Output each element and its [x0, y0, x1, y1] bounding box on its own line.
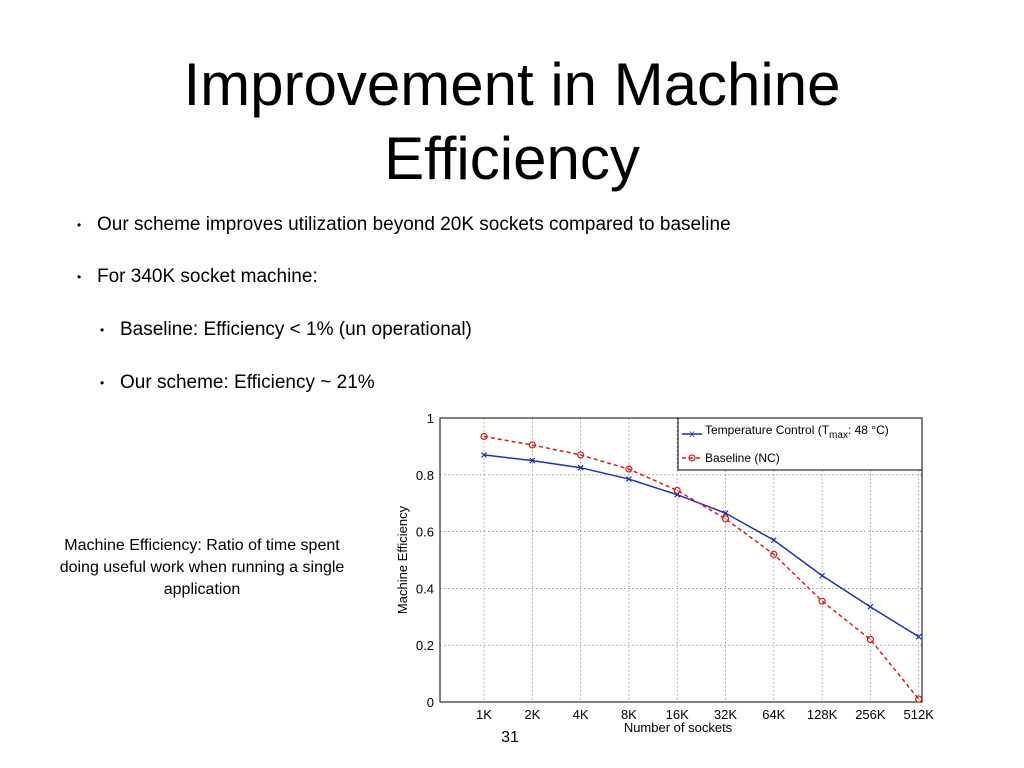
marker-stroke: [481, 451, 487, 458]
data-point-temperature-control: [625, 476, 632, 482]
marker-stroke: [577, 464, 584, 471]
page-number: 31: [501, 729, 519, 746]
y-tick-label: 0: [427, 695, 434, 710]
chart-ticks: 1K 2K 4K 8K 16K 32K 64K 128K 256K 512K 0 0.2 0.4 0.6 0…: [416, 411, 934, 722]
legend-entry-temperature-control: Temperature Control (Tmax: 48 °C): [705, 423, 889, 441]
data-point-temperature-control: [481, 451, 487, 458]
marker-stroke: [770, 537, 777, 544]
marker-stroke: [915, 633, 922, 640]
data-point-temperature-control: [577, 464, 584, 471]
bullet-text: Baseline: Efficiency < 1% (un operationa…: [120, 319, 472, 340]
series-line-baseline: [483, 435, 920, 700]
legend-entry-temperature-control-main: Temperature Control (T: [705, 423, 830, 437]
y-tick-label: 1: [427, 411, 434, 426]
legend-marker-baseline: [688, 454, 696, 462]
y-tick-label: 0.2: [416, 638, 434, 653]
x-tick-label: 16K: [666, 707, 689, 722]
data-point-baseline: [480, 432, 488, 441]
bullet-340k-machine: • For 340K socket machine:: [77, 265, 318, 289]
bullet-text: For 340K socket machine:: [97, 266, 318, 287]
data-point-baseline: [673, 486, 681, 495]
chart-series: [480, 432, 923, 703]
x-tick-label: 512K: [904, 707, 935, 722]
bullet-dot: •: [77, 218, 82, 232]
x-axis-label: Number of sockets: [624, 720, 733, 735]
y-tick-label: 0.6: [416, 525, 434, 540]
legend-entry-temperature-control-rest: : 48 °C): [848, 423, 889, 437]
x-tick-label: 2K: [524, 707, 540, 722]
sub-bullet-baseline: • Baseline: Efficiency < 1% (un operatio…: [100, 318, 472, 342]
y-tick-label: 0.4: [416, 581, 434, 596]
x-tick-label: 128K: [807, 707, 838, 722]
series-line-temperature-control: [483, 454, 920, 638]
data-point-temperature-control: [867, 603, 874, 610]
data-point-baseline: [770, 550, 778, 558]
legend-box: [677, 417, 923, 471]
x-tick-label: 1K: [476, 707, 492, 722]
x-tick-label: 64K: [762, 707, 785, 722]
data-point-baseline: [721, 515, 730, 523]
legend-marker-temperature-control: x: [690, 429, 695, 440]
legend-entry-temperature-control-sub: max: [829, 430, 848, 441]
data-point-baseline: [818, 597, 826, 605]
marker-stroke: [529, 457, 536, 464]
bullet-text: Our scheme: Efficiency ~ 21%: [120, 372, 375, 393]
data-point-baseline: [625, 465, 633, 473]
data-point-temperature-control: [819, 572, 826, 579]
bullet-dot: •: [100, 323, 105, 337]
x-tick-label: 4K: [573, 707, 589, 722]
y-axis-label: Machine Efficiency: [395, 505, 410, 614]
marker-stroke: [722, 510, 729, 517]
x-tick-label: 256K: [855, 707, 886, 722]
data-point-temperature-control: [529, 457, 536, 464]
x-tick-label: 8K: [621, 707, 637, 722]
sub-bullet-our-scheme: • Our scheme: Efficiency ~ 21%: [100, 371, 375, 395]
bullet-dot: •: [77, 270, 82, 284]
marker-stroke: [867, 603, 874, 610]
chart-legend: x Temperature Control (Tmax: 48 °C) Base…: [677, 417, 923, 471]
data-point-baseline: [528, 441, 536, 449]
data-point-baseline: [866, 635, 875, 644]
efficiency-definition-note: Machine Efficiency: Ratio of time spent …: [59, 537, 345, 598]
bullet-utilization: • Our scheme improves utilization beyond…: [77, 213, 731, 237]
data-point-temperature-control: [915, 633, 922, 640]
marker-stroke: [819, 572, 826, 579]
data-point-temperature-control: [770, 537, 777, 544]
bullet-dot: •: [100, 376, 105, 390]
title-line-2: Efficiency: [384, 125, 640, 192]
slide-title: Improvement in Machine Efficiency: [100, 48, 924, 196]
bullet-text: Our scheme improves utilization beyond 2…: [97, 214, 731, 235]
title-line-1: Improvement in Machine: [183, 51, 841, 118]
y-tick-label: 0.8: [416, 468, 434, 483]
data-point-baseline: [576, 451, 585, 459]
data-point-temperature-control: [722, 510, 729, 517]
x-tick-label: 32K: [714, 707, 737, 722]
chart-grid: [440, 418, 922, 702]
marker-stroke: [625, 476, 632, 482]
data-point-baseline: [915, 695, 923, 703]
legend-entry-baseline: Baseline (NC): [705, 451, 780, 465]
